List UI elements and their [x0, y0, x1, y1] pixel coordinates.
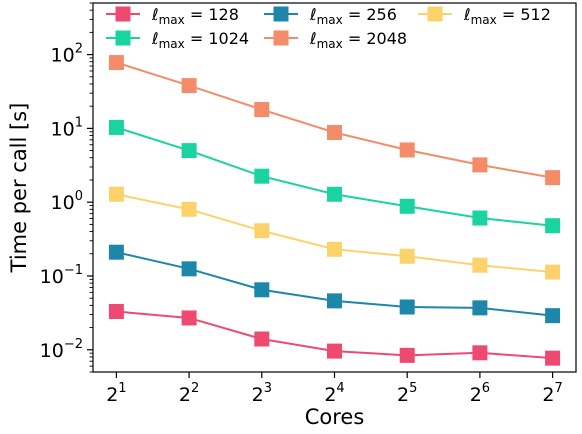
data-point — [327, 124, 342, 140]
series-128 — [108, 304, 561, 366]
y-axis: 10−2 10−1 100 101 102 — [40, 2, 93, 373]
legend-marker — [273, 30, 289, 46]
legend: ℓmax = 128 ℓmax = 256 ℓmax = 512 ℓmax = 102… — [106, 5, 551, 51]
x-tick-label: 23 — [252, 381, 272, 406]
legend-item: ℓmax = 1024 — [106, 29, 249, 51]
data-point — [472, 257, 488, 273]
series-1024 — [108, 119, 561, 234]
legend-item: ℓmax = 2048 — [264, 29, 407, 51]
y-tick-label: 101 — [51, 115, 83, 140]
x-tick-label: 24 — [324, 381, 344, 406]
data-point — [545, 170, 561, 186]
series-2048 — [108, 55, 561, 186]
data-point — [545, 350, 561, 366]
data-point — [108, 119, 124, 135]
data-point — [181, 310, 197, 326]
legend-marker — [115, 6, 131, 22]
data-point — [327, 293, 342, 309]
data-point — [399, 299, 415, 315]
y-tick-label: 10−1 — [40, 263, 83, 288]
data-point — [181, 201, 197, 217]
data-point — [545, 308, 561, 324]
data-point — [108, 55, 124, 71]
legend-label: ℓmax = 512 — [463, 5, 551, 27]
data-point — [472, 210, 488, 226]
data-point — [399, 347, 415, 363]
data-point — [399, 142, 415, 158]
data-point — [545, 218, 561, 234]
data-point — [108, 186, 124, 202]
x-axis: 21 22 23 24 25 26 27 — [106, 372, 563, 406]
data-point — [472, 345, 488, 361]
data-point — [181, 78, 197, 94]
data-point — [254, 331, 270, 347]
data-point — [545, 264, 561, 280]
x-tick-label: 26 — [470, 381, 490, 406]
legend-marker — [115, 30, 131, 46]
series-512 — [108, 186, 561, 280]
series-256 — [108, 244, 561, 324]
legend-item: ℓmax = 128 — [106, 5, 239, 27]
data-point — [327, 186, 342, 202]
data-point — [399, 198, 415, 214]
data-point — [181, 143, 197, 159]
y-tick-label: 102 — [51, 42, 83, 67]
data-point — [181, 261, 197, 277]
data-point — [254, 223, 270, 239]
data-point — [108, 304, 124, 320]
data-point — [399, 248, 415, 264]
y-tick-label: 100 — [51, 189, 83, 214]
y-axis-label: Time per call [s] — [7, 103, 31, 274]
x-axis-label: Cores — [305, 405, 365, 429]
data-point — [254, 102, 270, 118]
data-point — [327, 343, 342, 359]
y-tick-label: 10−2 — [40, 337, 83, 362]
legend-label: ℓmax = 256 — [309, 5, 397, 27]
x-tick-label: 25 — [397, 381, 417, 406]
data-point — [472, 157, 488, 173]
legend-label: ℓmax = 2048 — [309, 29, 407, 51]
legend-marker — [427, 6, 443, 22]
series-layer — [108, 55, 561, 366]
x-tick-label: 21 — [106, 381, 126, 406]
legend-label: ℓmax = 1024 — [151, 29, 249, 51]
legend-label: ℓmax = 128 — [151, 5, 239, 27]
legend-item: ℓmax = 512 — [418, 5, 551, 27]
data-point — [254, 168, 270, 184]
data-point — [254, 282, 270, 298]
data-point — [327, 241, 342, 257]
data-point — [472, 300, 488, 316]
x-tick-label: 27 — [542, 381, 562, 406]
legend-item: ℓmax = 256 — [264, 5, 397, 27]
x-tick-label: 22 — [179, 381, 199, 406]
data-point — [108, 244, 124, 260]
legend-marker — [273, 6, 289, 22]
